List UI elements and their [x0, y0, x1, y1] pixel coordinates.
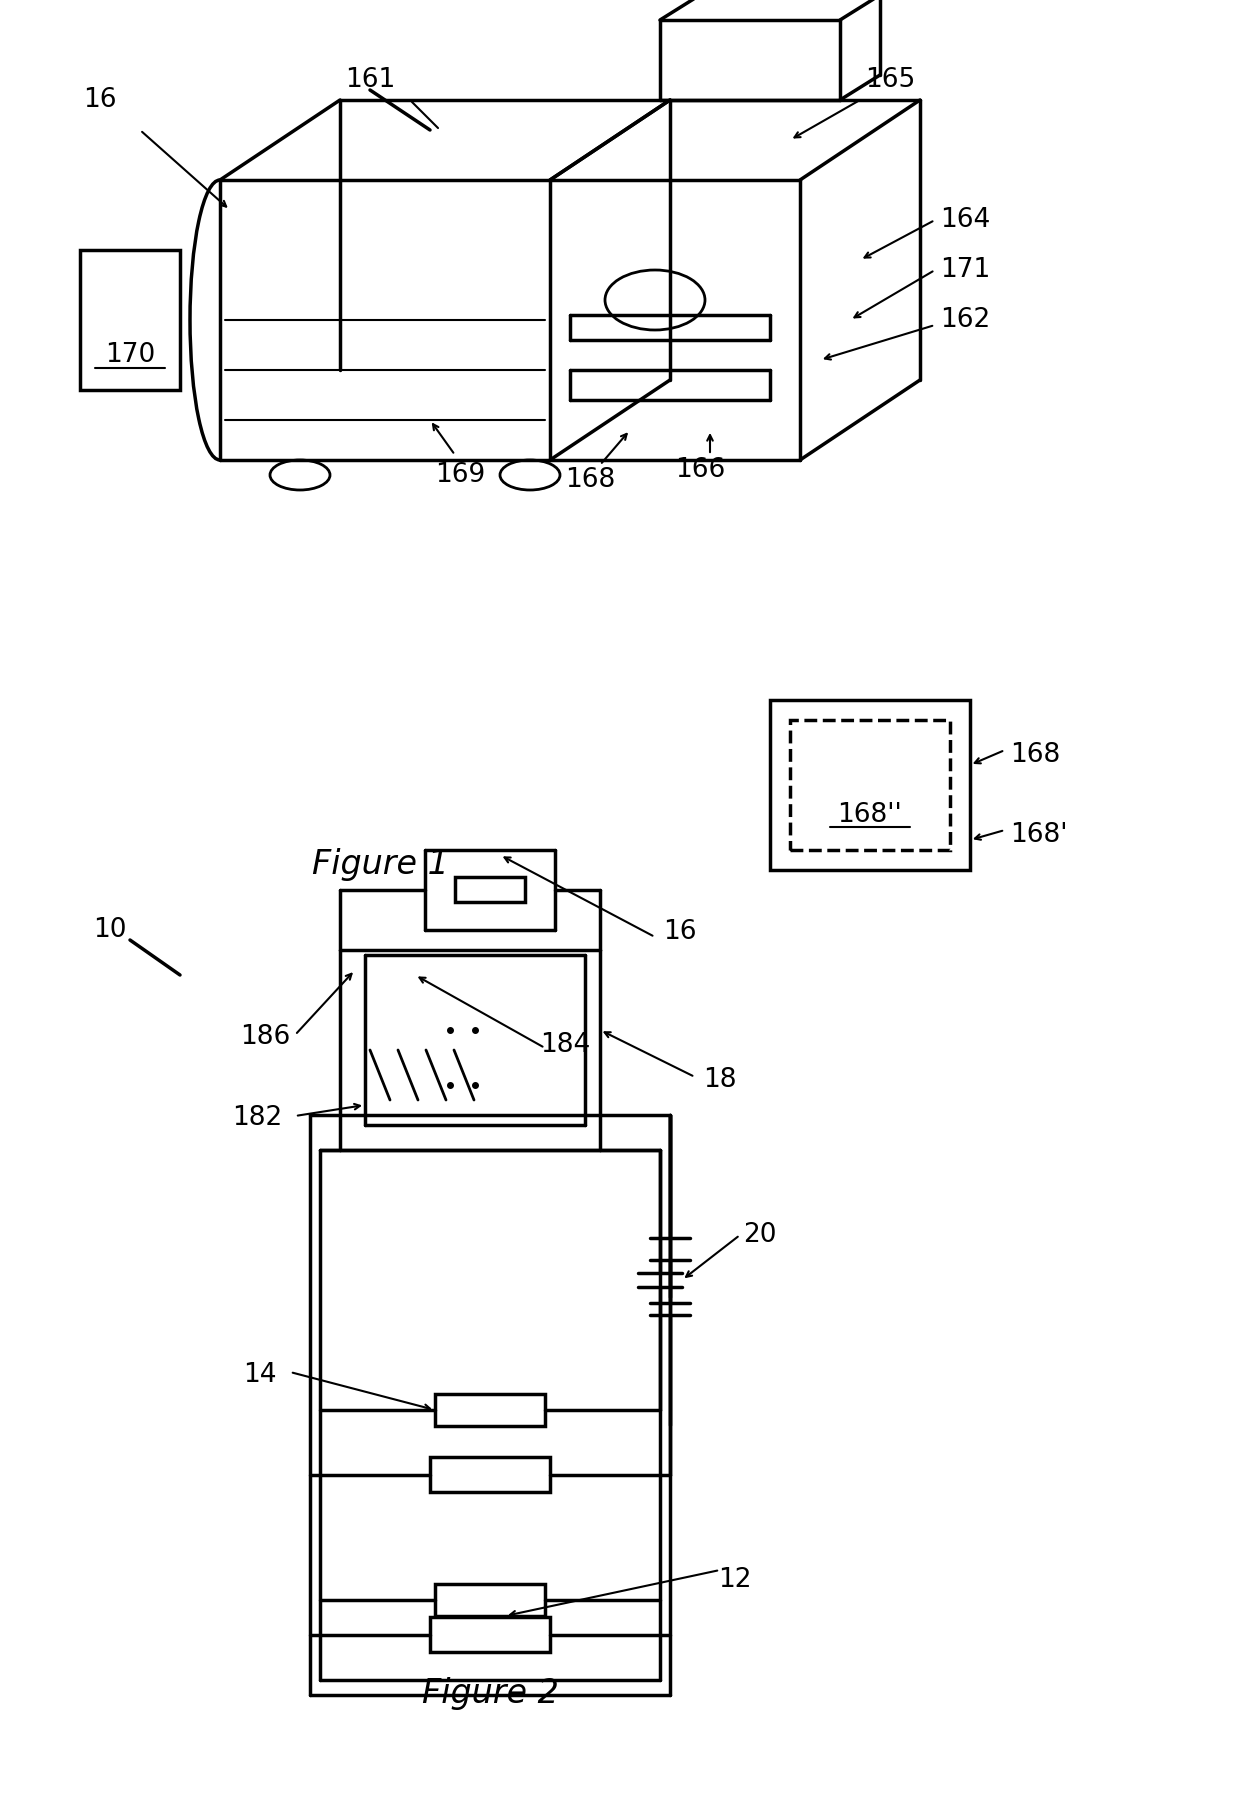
Text: 186: 186 [239, 1024, 290, 1050]
Text: Figure 2: Figure 2 [422, 1678, 558, 1710]
Bar [455, 878, 525, 901]
Text: 12: 12 [718, 1567, 751, 1593]
Bar [430, 1616, 551, 1653]
Text: 165: 165 [864, 67, 915, 92]
Text: 166: 166 [675, 456, 725, 483]
Text: 168': 168' [1011, 822, 1068, 849]
Text: Figure 1: Figure 1 [311, 849, 449, 881]
Text: 164: 164 [940, 206, 991, 233]
Text: 182: 182 [232, 1104, 283, 1131]
Bar [770, 700, 970, 871]
Text: 16: 16 [83, 87, 117, 112]
Bar [81, 250, 180, 389]
Text: 10: 10 [93, 918, 126, 943]
Bar [430, 1457, 551, 1491]
Text: 20: 20 [743, 1222, 776, 1249]
Text: 16: 16 [663, 919, 697, 945]
Text: 168: 168 [565, 467, 615, 492]
Text: 161: 161 [345, 67, 396, 92]
Text: 171: 171 [940, 257, 991, 282]
Text: 170: 170 [105, 342, 155, 367]
Text: 162: 162 [940, 308, 991, 333]
Bar [790, 720, 950, 851]
Bar [435, 1394, 546, 1426]
Text: 168'': 168'' [838, 802, 903, 827]
Text: 169: 169 [435, 462, 485, 489]
Bar [435, 1584, 546, 1616]
Text: 18: 18 [703, 1068, 737, 1093]
Text: 168: 168 [1011, 742, 1060, 767]
Text: 14: 14 [243, 1361, 277, 1388]
Text: 184: 184 [539, 1032, 590, 1059]
